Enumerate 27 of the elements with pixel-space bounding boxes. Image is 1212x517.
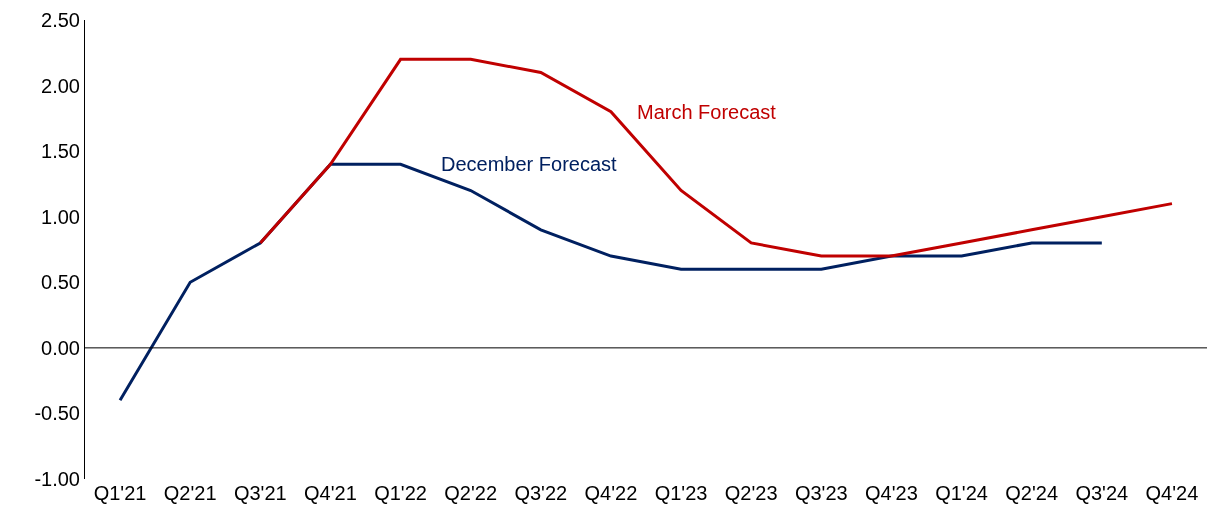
x-tick-label: Q3'23 [794, 482, 848, 504]
x-tick-label: Q1'21 [93, 482, 147, 504]
y-tick-label: -0.50 [34, 402, 80, 425]
x-tick-label: Q2'21 [163, 482, 217, 504]
line-series [258, 57, 1174, 258]
y-tick-label: 0.00 [41, 336, 80, 359]
y-tick-label: -1.00 [34, 468, 80, 490]
series-label: March Forecast [637, 101, 777, 123]
y-tick-label: 2.50 [41, 9, 80, 31]
x-tick-label: Q2'23 [724, 482, 778, 504]
x-tick-label: Q1'23 [654, 482, 708, 504]
x-tick-label: Q3'21 [233, 482, 287, 504]
x-tick-label: Q3'24 [1075, 482, 1129, 504]
x-tick-label: Q1'22 [374, 482, 427, 504]
x-tick-label: Q4'22 [584, 482, 638, 504]
x-tick-label: Q3'22 [514, 482, 568, 504]
x-tick-label: Q2'24 [1005, 482, 1059, 504]
y-tick-label: 1.00 [41, 205, 80, 228]
y-tick-label: 2.00 [41, 74, 80, 97]
x-tick-label: Q4'23 [865, 482, 918, 504]
x-tick-label: Q1'24 [935, 482, 988, 504]
x-tick-label: Q4'21 [304, 482, 357, 504]
y-tick-label: 0.50 [41, 271, 80, 294]
y-tick-label: 1.50 [41, 140, 80, 163]
x-tick-label: Q4'24 [1145, 482, 1199, 504]
series-label: December Forecast [441, 153, 618, 175]
x-tick-label: Q2'22 [444, 482, 498, 504]
